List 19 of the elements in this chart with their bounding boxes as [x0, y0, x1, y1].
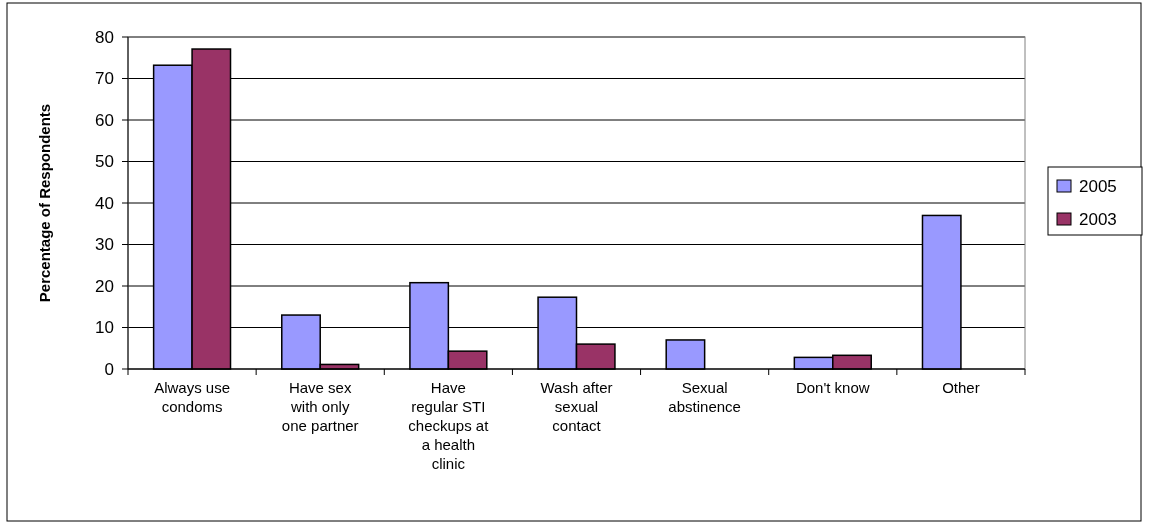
x-tick-label: Sexual abstinence: [668, 379, 741, 415]
x-tick-label: Have regular STI checkups at a health clinic: [408, 379, 490, 472]
y-tick-label: 40: [95, 193, 114, 213]
y-tick-label: 20: [95, 276, 114, 296]
x-tick-label: Have sex with only one partner: [281, 379, 359, 434]
y-axis-title: Percentage of Respondents: [36, 103, 53, 303]
y-tick-label: 50: [95, 152, 114, 172]
legend-label: 2005: [1079, 176, 1117, 196]
x-tick-label: Wash after sexual contact: [540, 379, 613, 434]
x-tick-label: Other: [942, 379, 980, 396]
x-tick-label: Always use condoms: [154, 379, 231, 415]
y-tick-label: 70: [95, 69, 114, 89]
y-tick-label: 10: [95, 318, 114, 338]
y-tick-label: 0: [104, 359, 114, 379]
legend-label: 2003: [1079, 209, 1117, 229]
y-tick-label: 80: [95, 27, 114, 47]
x-tick-label: Don't know: [795, 379, 870, 396]
y-tick-label: 60: [95, 110, 114, 130]
y-tick-label: 30: [95, 235, 114, 255]
